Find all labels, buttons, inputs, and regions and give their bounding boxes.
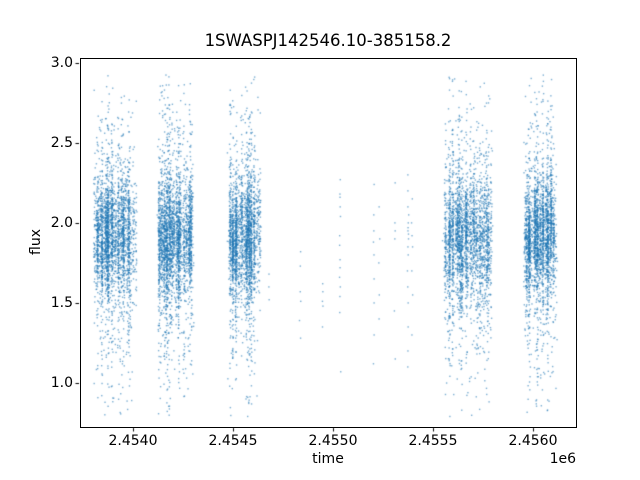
- y-tick-label-3: 1.5: [50, 295, 73, 311]
- y-tick-label-2: 2.0: [50, 215, 73, 231]
- x-tick-label-0: 2.4540: [108, 433, 158, 449]
- y-tick-label-0: 3.0: [50, 55, 73, 71]
- x-tick-label-1: 2.4545: [208, 433, 258, 449]
- y-tick-label-1: 2.5: [50, 135, 73, 151]
- x-axis-offset-label: 1e6: [549, 451, 576, 467]
- x-tick-label-4: 2.4560: [508, 433, 558, 449]
- x-tick-label-3: 2.4555: [408, 433, 458, 449]
- x-axis-label: time: [312, 451, 344, 467]
- plot-title: 1SWASPJ142546.10-385158.2: [204, 31, 452, 50]
- y-tick-label-4: 1.0: [50, 375, 73, 391]
- x-tick-label-2: 2.4550: [308, 433, 358, 449]
